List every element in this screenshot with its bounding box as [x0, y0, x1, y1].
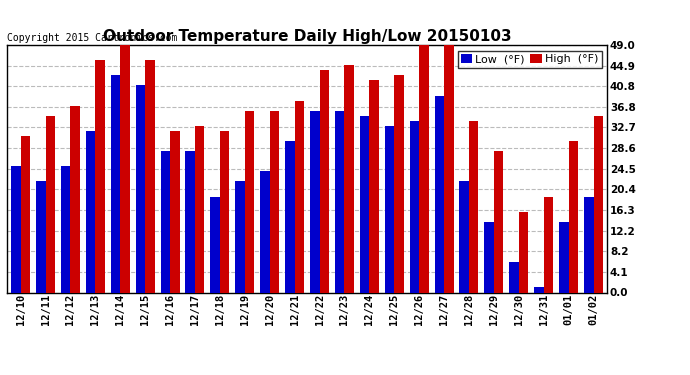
Bar — [444, 45, 453, 292]
Bar — [285, 141, 295, 292]
Bar — [210, 196, 220, 292]
Bar — [161, 151, 170, 292]
Bar — [36, 182, 46, 292]
Bar — [310, 111, 319, 292]
Bar — [344, 65, 354, 292]
Bar — [170, 131, 179, 292]
Bar — [319, 70, 329, 292]
Bar — [136, 86, 145, 292]
Title: Outdoor Temperature Daily High/Low 20150103: Outdoor Temperature Daily High/Low 20150… — [103, 29, 511, 44]
Bar — [245, 111, 254, 292]
Text: Copyright 2015 Cartronics.com: Copyright 2015 Cartronics.com — [7, 33, 177, 42]
Bar — [111, 75, 120, 292]
Bar — [86, 131, 95, 292]
Bar — [534, 288, 544, 292]
Bar — [145, 60, 155, 292]
Bar — [569, 141, 578, 292]
Bar — [11, 166, 21, 292]
Bar — [186, 151, 195, 292]
Bar — [394, 75, 404, 292]
Bar — [335, 111, 344, 292]
Bar — [46, 116, 55, 292]
Bar — [235, 182, 245, 292]
Bar — [559, 222, 569, 292]
Bar — [435, 96, 444, 292]
Bar — [584, 196, 593, 292]
Bar — [95, 60, 105, 292]
Bar — [469, 121, 478, 292]
Bar — [120, 45, 130, 292]
Bar — [484, 222, 494, 292]
Bar — [369, 80, 379, 292]
Bar — [21, 136, 30, 292]
Bar — [270, 111, 279, 292]
Bar — [61, 166, 70, 292]
Bar — [419, 45, 428, 292]
Legend: Low  (°F), High  (°F): Low (°F), High (°F) — [457, 51, 602, 68]
Bar — [360, 116, 369, 292]
Bar — [460, 182, 469, 292]
Bar — [519, 211, 529, 292]
Bar — [509, 262, 519, 292]
Bar — [544, 196, 553, 292]
Bar — [385, 126, 394, 292]
Bar — [295, 100, 304, 292]
Bar — [70, 106, 80, 292]
Bar — [260, 171, 270, 292]
Bar — [410, 121, 419, 292]
Bar — [195, 126, 204, 292]
Bar — [593, 116, 603, 292]
Bar — [220, 131, 229, 292]
Bar — [494, 151, 503, 292]
